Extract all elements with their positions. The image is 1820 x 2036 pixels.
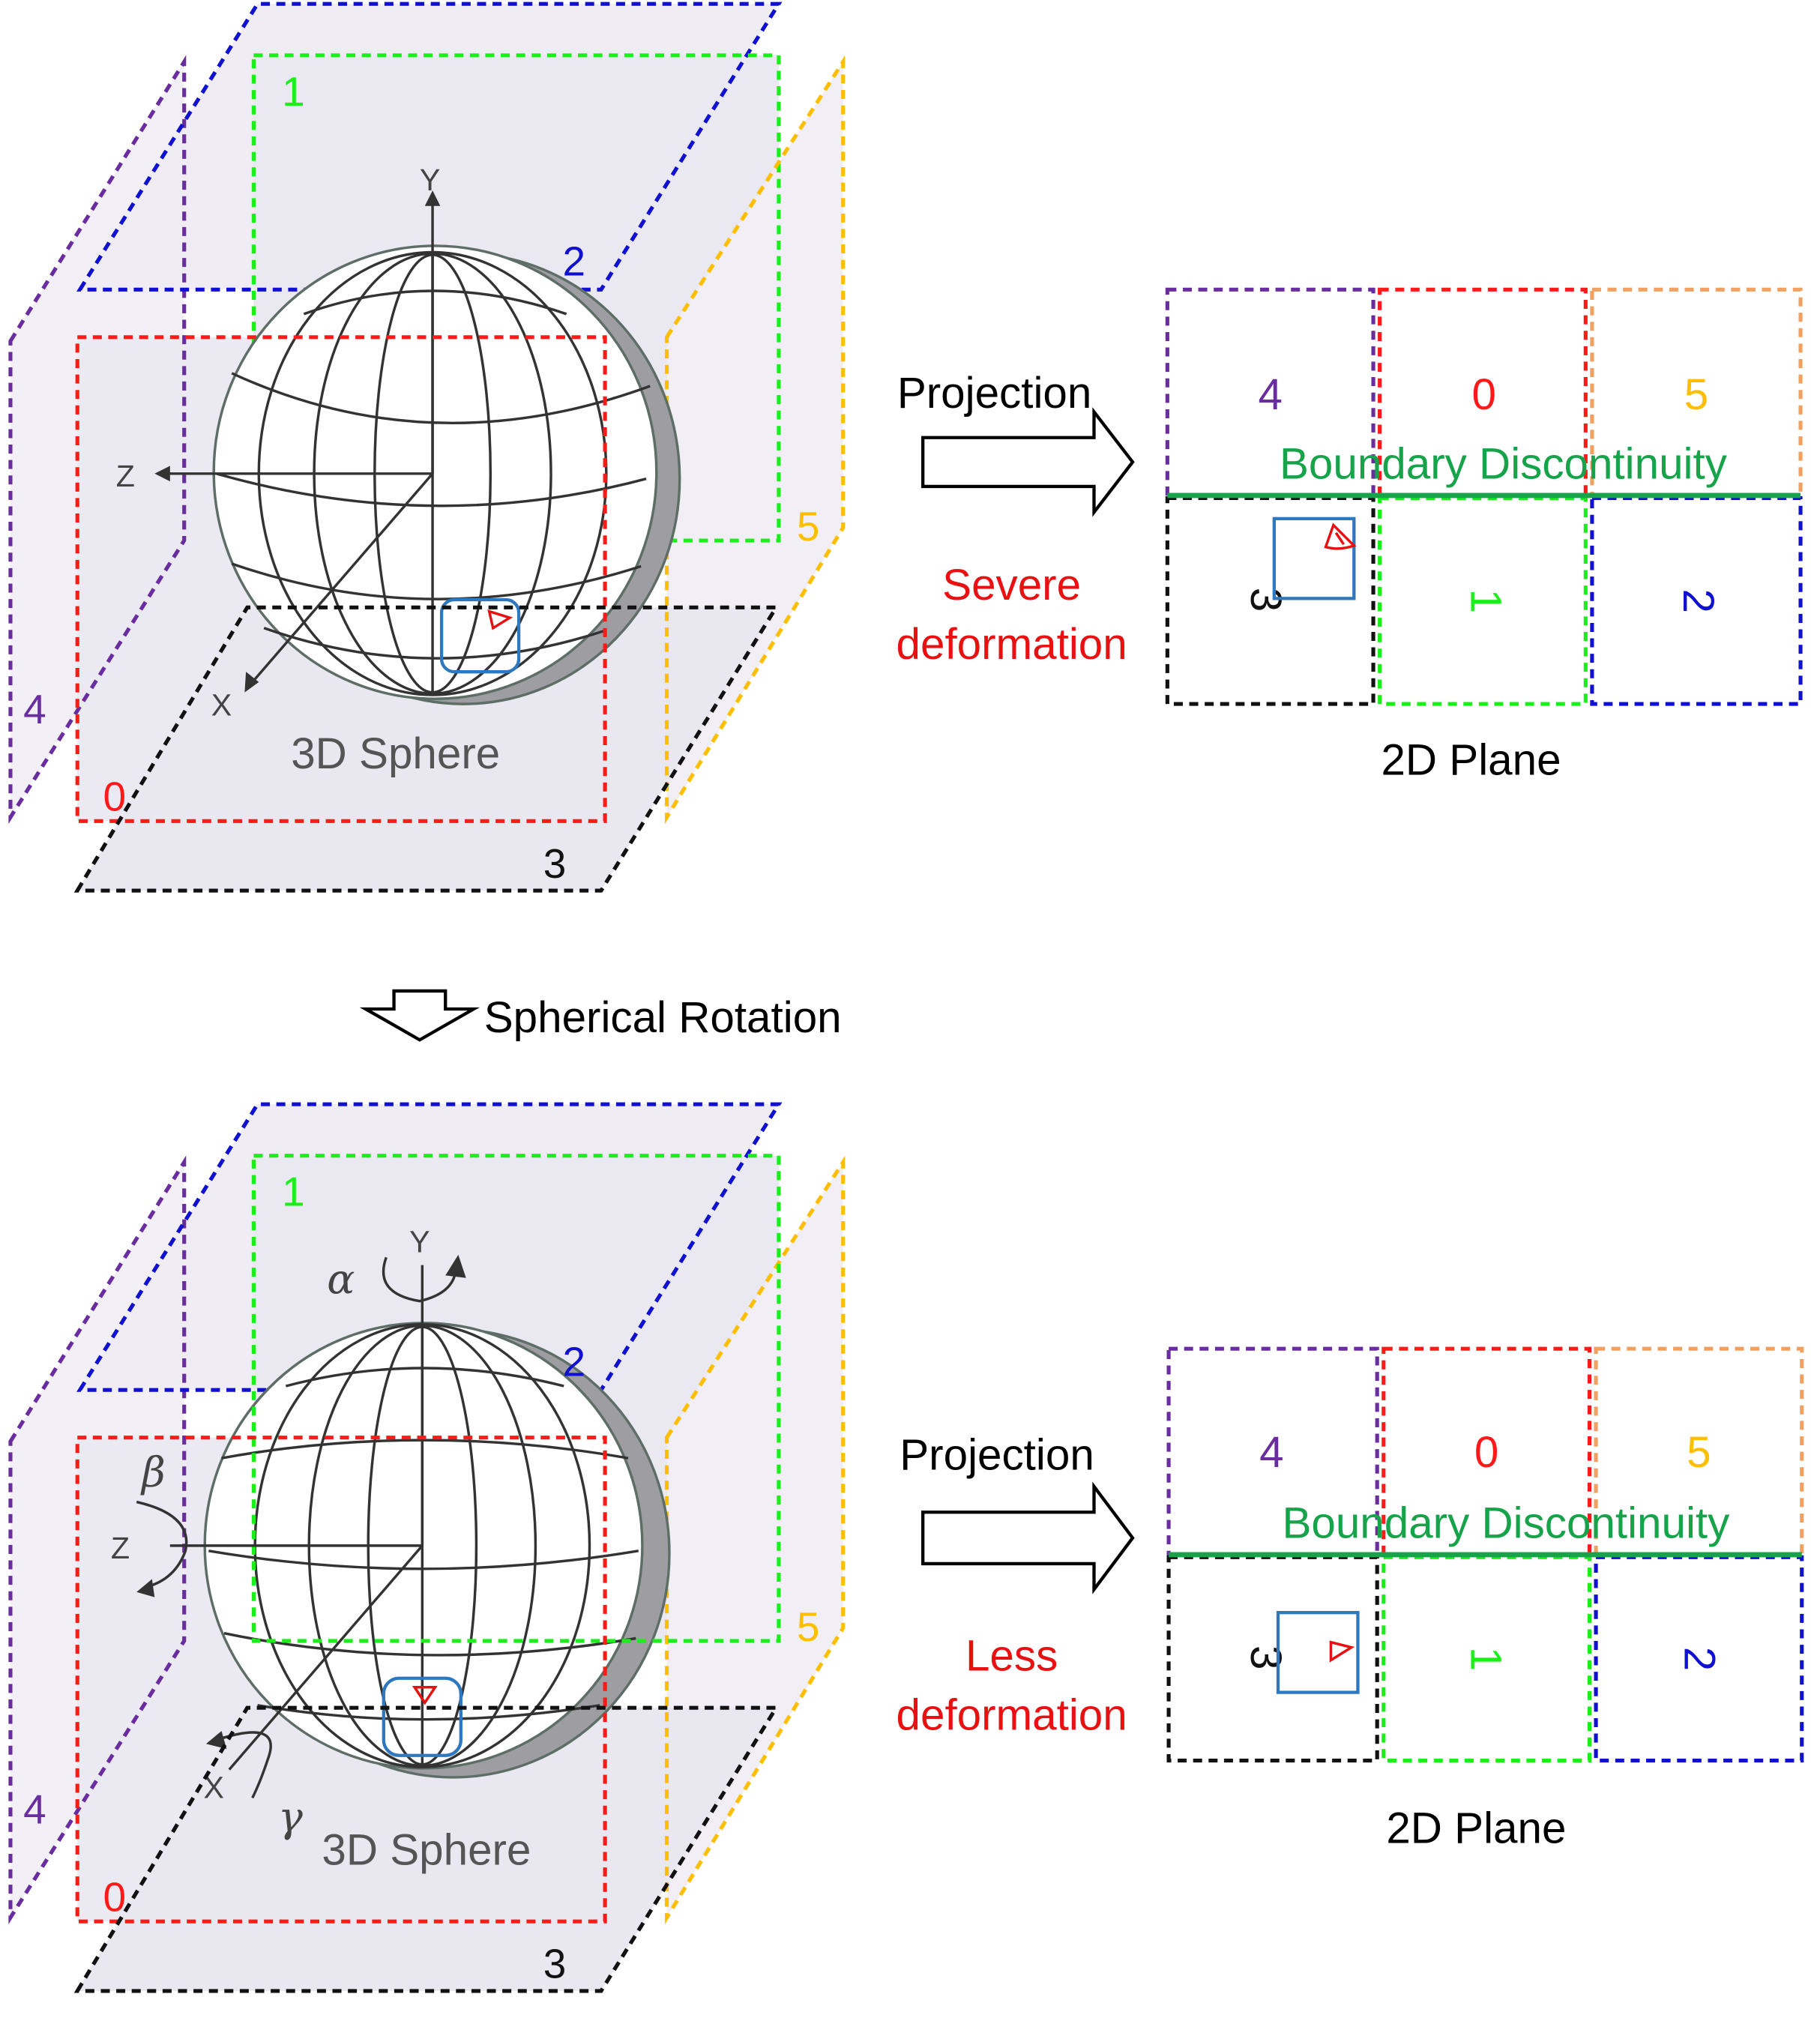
top-face-1-number: 1 <box>282 68 305 115</box>
bottom-face-1-outline <box>251 1154 781 1643</box>
top-axis-z-label: Z <box>116 459 135 493</box>
bottom-face-3-outline <box>73 1705 780 1993</box>
top-cube: Y Z X 1 2 4 5 0 3 3D Sphere <box>8 1 846 893</box>
bottom-plane-label-1: 1 <box>1462 1647 1510 1671</box>
bottom-object-box <box>382 1676 462 1757</box>
top-face-5-number: 5 <box>797 503 820 549</box>
top-object-box <box>439 597 521 674</box>
bottom-plane-caption: 2D Plane <box>1386 1804 1566 1852</box>
bottom-face-3-number: 3 <box>543 1941 567 1987</box>
bottom-less-line2: deformation <box>897 1690 1127 1739</box>
bottom-plane-label-3: 3 <box>1241 1645 1290 1669</box>
bottom-face-2-number: 2 <box>562 1338 585 1385</box>
bottom-sphere-caption: 3D Sphere <box>322 1826 531 1875</box>
bottom-plane-cell-1 <box>1381 1555 1592 1763</box>
top-plane-object-marker <box>1324 522 1357 550</box>
rotation-arrows <box>136 1256 457 1799</box>
alpha-symbol: α <box>327 1255 355 1303</box>
top-plane-cell-1 <box>1378 496 1588 706</box>
bottom-projection-label: Projection <box>900 1431 1094 1480</box>
top-face-4-number: 4 <box>23 686 46 732</box>
top-plane-label-0: 0 <box>1471 370 1495 419</box>
bottom-plane-cell-3 <box>1166 1555 1379 1763</box>
bottom-face-5-number: 5 <box>797 1603 820 1650</box>
top-plane-cell-3 <box>1165 496 1375 706</box>
bottom-face-4-number: 4 <box>23 1786 46 1833</box>
bottom-cube: Y Z X α β γ 1 2 4 5 0 3 3D Sphere <box>8 1102 846 1993</box>
top-object-marker <box>487 609 513 630</box>
top-face-0-outline <box>75 335 607 823</box>
top-face-3-outline <box>73 605 780 893</box>
bottom-axis-z-label: Z <box>111 1531 130 1565</box>
bottom-plane-label-0: 0 <box>1474 1428 1498 1477</box>
gamma-symbol: γ <box>278 1793 303 1841</box>
top-axis-y-label: Y <box>420 163 440 197</box>
top-face-3-number: 3 <box>543 840 567 887</box>
top-projection-arrow <box>921 407 1135 517</box>
top-axes <box>154 190 441 693</box>
top-plane-caption: 2D Plane <box>1381 736 1561 785</box>
top-plane-label-4: 4 <box>1258 370 1282 419</box>
top-face-5-outline <box>664 55 846 825</box>
top-plane-label-5: 5 <box>1684 370 1708 419</box>
bottom-face-1-number: 1 <box>282 1169 305 1215</box>
spherical-rotation-step: Spherical Rotation <box>359 989 842 1042</box>
bottom-projection-arrow <box>921 1481 1135 1594</box>
top-projection-label: Projection <box>897 369 1092 418</box>
top-projection: Projection Severe deformation <box>897 369 1135 669</box>
bottom-plane-label-2: 2 <box>1675 1647 1724 1671</box>
alpha-arrowhead <box>445 1254 466 1278</box>
bottom-plane-object-box <box>1276 1611 1360 1694</box>
top-sphere-caption: 3D Sphere <box>291 729 500 778</box>
top-severe-line2: deformation <box>897 620 1127 669</box>
bottom-axis-y-label: Y <box>409 1224 430 1259</box>
bottom-plane-object-marker <box>1329 1640 1355 1663</box>
top-face-4-outline <box>8 55 187 825</box>
top-plane-label-2: 2 <box>1674 589 1723 613</box>
spherical-rotation-label: Spherical Rotation <box>484 993 842 1042</box>
bottom-plane-label-5: 5 <box>1687 1428 1711 1477</box>
top-boundary-label: Boundary Discontinuity <box>1280 440 1728 489</box>
top-face-2-number: 2 <box>562 238 585 284</box>
top-plane-grid: 4 0 5 3 1 2 Boundary Discontinuity 2D Pl… <box>1165 287 1803 785</box>
beta-arrowhead <box>136 1579 155 1597</box>
bottom-face-0-outline <box>75 1436 607 1924</box>
bottom-face-0-number: 0 <box>103 1873 127 1920</box>
gamma-arrowhead <box>205 1731 227 1750</box>
bottom-face-5-outline <box>664 1155 846 1925</box>
bottom-object-marker <box>412 1686 438 1705</box>
bottom-boundary-label: Boundary Discontinuity <box>1282 1499 1730 1548</box>
alpha-rotation-arrow <box>382 1256 457 1303</box>
beta-symbol: β <box>140 1448 166 1496</box>
gamma-rotation-arrow <box>216 1731 272 1799</box>
top-plane-cell-2 <box>1590 496 1803 706</box>
bottom-plane-label-4: 4 <box>1259 1428 1283 1477</box>
bottom-plane-grid: 4 0 5 3 1 2 Boundary Discontinuity 2D Pl… <box>1166 1346 1804 1852</box>
bottom-face-4-outline <box>8 1155 187 1924</box>
top-axis-x-label: X <box>211 688 232 723</box>
beta-rotation-arrow <box>136 1500 188 1588</box>
rotation-down-arrow <box>359 989 480 1042</box>
bottom-less-line1: Less <box>965 1631 1058 1680</box>
top-face-0-number: 0 <box>103 774 127 820</box>
top-plane-label-1: 1 <box>1462 589 1510 613</box>
top-plane-object-box <box>1272 516 1356 600</box>
bottom-plane-cell-2 <box>1594 1555 1804 1763</box>
bottom-projection: Projection Less deformation <box>897 1431 1135 1739</box>
top-severe-line1: Severe <box>942 561 1081 609</box>
